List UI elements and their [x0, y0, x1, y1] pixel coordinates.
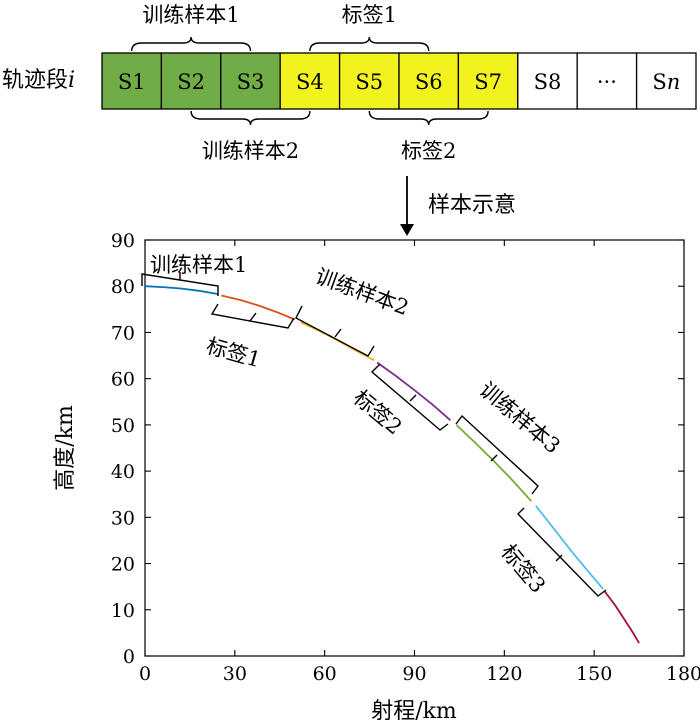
segment-box: [635, 52, 697, 110]
x-tick-label: 120: [486, 663, 522, 685]
curve-annotation: 训练样本2: [312, 264, 412, 320]
segment-label: S8: [534, 70, 562, 94]
segment-label: S7: [474, 70, 502, 94]
bottom-bracket-label: 标签2: [401, 139, 456, 163]
y-tick-label: 90: [111, 230, 135, 252]
y-tick-label: 70: [111, 322, 135, 344]
segment-box: [576, 52, 638, 110]
annotation-bracket: [455, 414, 539, 495]
x-tick-label: 60: [313, 663, 337, 685]
trajectory-segment: [535, 505, 604, 590]
segment-label: S1: [118, 70, 146, 94]
y-tick-label: 40: [111, 461, 135, 483]
down-arrow: [400, 176, 414, 236]
y-tick-label: 50: [111, 415, 135, 437]
y-tick-label: 60: [111, 369, 135, 391]
trajectory-segment: [300, 321, 375, 361]
segment-label: S3: [237, 70, 265, 94]
trajectory-segment: [221, 294, 296, 321]
x-tick-label: 30: [223, 663, 247, 685]
plot-frame: [144, 239, 685, 657]
segment-label: ···: [597, 70, 617, 94]
curve-annotation: 标签1: [204, 334, 264, 372]
trajectory-segment: [376, 361, 451, 421]
y-tick-label: 20: [111, 554, 135, 576]
y-tick-label: 10: [111, 600, 135, 622]
segment-label: Sn: [652, 70, 680, 94]
x-tick-label: 90: [402, 663, 426, 685]
segment-label: S2: [177, 70, 205, 94]
segment-label: S5: [355, 70, 383, 94]
bracket-tip: [334, 328, 342, 338]
trajectory-segment: [603, 590, 640, 644]
segment-box: [160, 52, 222, 110]
segment-box: [101, 52, 163, 110]
top-bracket-label: 训练样本1: [142, 3, 239, 27]
trajectory-segment: [455, 424, 532, 502]
segment-label: S6: [415, 70, 443, 94]
bottom-bracket-label: 训练样本2: [202, 139, 299, 163]
segment-row-label: 轨迹段i: [2, 68, 75, 93]
arrow-label: 样本示意: [428, 193, 516, 218]
segment-box: [517, 52, 578, 110]
segment-diagram: 轨迹段i S1 S2 S3 S4 S5 S6 S7 S8 ··· Sn 训练样本1 标签1 训练样本…: [2, 3, 697, 236]
y-tick-label: 30: [111, 507, 135, 529]
annotation-bracket: [517, 507, 607, 597]
curve-annotation: 标签3: [496, 540, 550, 598]
bracket-tip: [249, 312, 257, 322]
segment-box: [338, 52, 400, 110]
x-tick-label: 150: [576, 663, 612, 685]
curly-brace: [368, 110, 489, 126]
segment-box: [457, 52, 519, 110]
x-tick-label: 180: [666, 663, 700, 685]
curly-brace: [190, 110, 311, 126]
bracket-tip: [409, 394, 417, 402]
annotation-bracket: [370, 363, 449, 431]
x-tick-label: 0: [139, 663, 151, 685]
segment-box: [220, 52, 281, 110]
bracket-tip: [555, 554, 563, 562]
bracket-tip: [490, 454, 498, 462]
trajectory-segment: [144, 285, 219, 295]
y-axis-label: 高度/km: [53, 405, 78, 491]
curve-annotation: 训练样本1: [150, 253, 247, 277]
segment-box: [398, 52, 460, 110]
curve-annotation: 训练样本3: [475, 377, 565, 458]
curly-brace: [131, 36, 252, 52]
segment-label: S4: [296, 70, 324, 94]
annotation-bracket: [295, 305, 375, 357]
x-axis-label: 射程/km: [371, 699, 457, 724]
y-tick-label: 0: [123, 646, 135, 668]
trajectory-chart: 0 30 60 90 120 150 180 0 10 20 30 40 50 60 70 80 90 训练样本…: [53, 230, 700, 724]
top-bracket-label: 标签1: [342, 3, 397, 27]
y-tick-label: 80: [111, 276, 135, 298]
curly-brace: [309, 36, 430, 52]
